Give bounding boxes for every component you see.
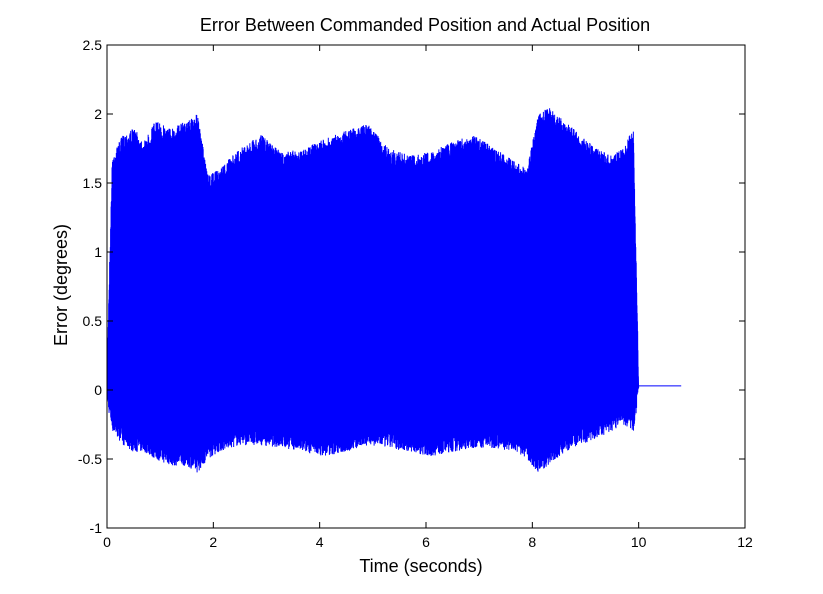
y-tick-label: 0.5 bbox=[83, 313, 103, 329]
x-axis-title: Time (seconds) bbox=[359, 556, 482, 576]
y-axis-title: Error (degrees) bbox=[51, 224, 71, 346]
y-tick-label: 2 bbox=[94, 106, 102, 122]
y-tick-label: 0 bbox=[94, 382, 102, 398]
x-tick-label: 12 bbox=[737, 534, 753, 550]
signal-layer bbox=[106, 108, 682, 473]
x-tick-label: 8 bbox=[528, 534, 536, 550]
y-tick-label: -0.5 bbox=[78, 451, 102, 467]
chart-title: Error Between Commanded Position and Act… bbox=[200, 15, 650, 35]
y-tick-label: 2.5 bbox=[83, 37, 103, 53]
signal-oscillation bbox=[106, 108, 640, 473]
x-tick-label: 4 bbox=[316, 534, 324, 550]
y-tick-label: 1 bbox=[94, 244, 102, 260]
axes-layer: 0 2 4 6 8 10 12 -1 -0.5 0 0.5 1 1.5 2 2.5 bbox=[78, 37, 753, 550]
x-tick-label: 10 bbox=[631, 534, 647, 550]
x-tick-label: 0 bbox=[103, 534, 111, 550]
y-tick-label: 1.5 bbox=[83, 175, 103, 191]
y-tick-label: -1 bbox=[90, 520, 103, 536]
x-tick-label: 2 bbox=[209, 534, 217, 550]
x-tick-label: 6 bbox=[422, 534, 430, 550]
